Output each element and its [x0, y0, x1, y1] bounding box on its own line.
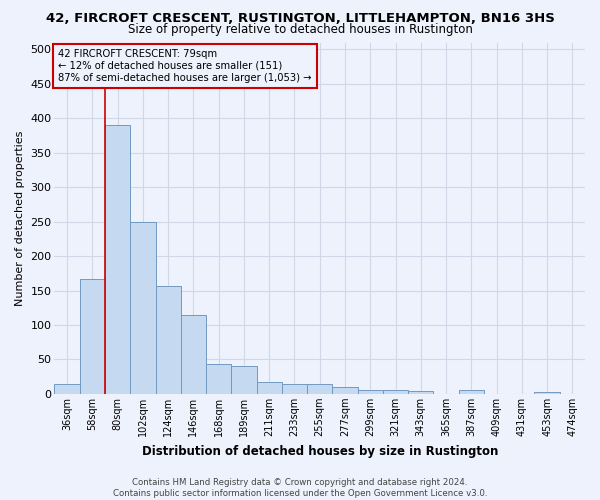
Bar	[232, 366, 257, 394]
Bar	[206, 364, 232, 394]
Text: Contains HM Land Registry data © Crown copyright and database right 2024.
Contai: Contains HM Land Registry data © Crown c…	[113, 478, 487, 498]
Bar	[130, 222, 155, 394]
Bar	[408, 391, 433, 394]
Bar	[307, 384, 332, 394]
Bar	[105, 125, 130, 394]
Bar	[383, 390, 408, 394]
Bar	[332, 387, 358, 394]
Bar	[282, 384, 307, 394]
Text: Size of property relative to detached houses in Rustington: Size of property relative to detached ho…	[128, 22, 472, 36]
Bar	[155, 286, 181, 394]
Bar	[458, 390, 484, 394]
Text: 42 FIRCROFT CRESCENT: 79sqm
← 12% of detached houses are smaller (151)
87% of se: 42 FIRCROFT CRESCENT: 79sqm ← 12% of det…	[58, 50, 312, 82]
Bar	[181, 314, 206, 394]
Bar	[358, 390, 383, 394]
Bar	[80, 279, 105, 394]
Y-axis label: Number of detached properties: Number of detached properties	[15, 130, 25, 306]
Bar	[55, 384, 80, 394]
Bar	[535, 392, 560, 394]
X-axis label: Distribution of detached houses by size in Rustington: Distribution of detached houses by size …	[142, 444, 498, 458]
Text: 42, FIRCROFT CRESCENT, RUSTINGTON, LITTLEHAMPTON, BN16 3HS: 42, FIRCROFT CRESCENT, RUSTINGTON, LITTL…	[46, 12, 554, 26]
Bar	[257, 382, 282, 394]
